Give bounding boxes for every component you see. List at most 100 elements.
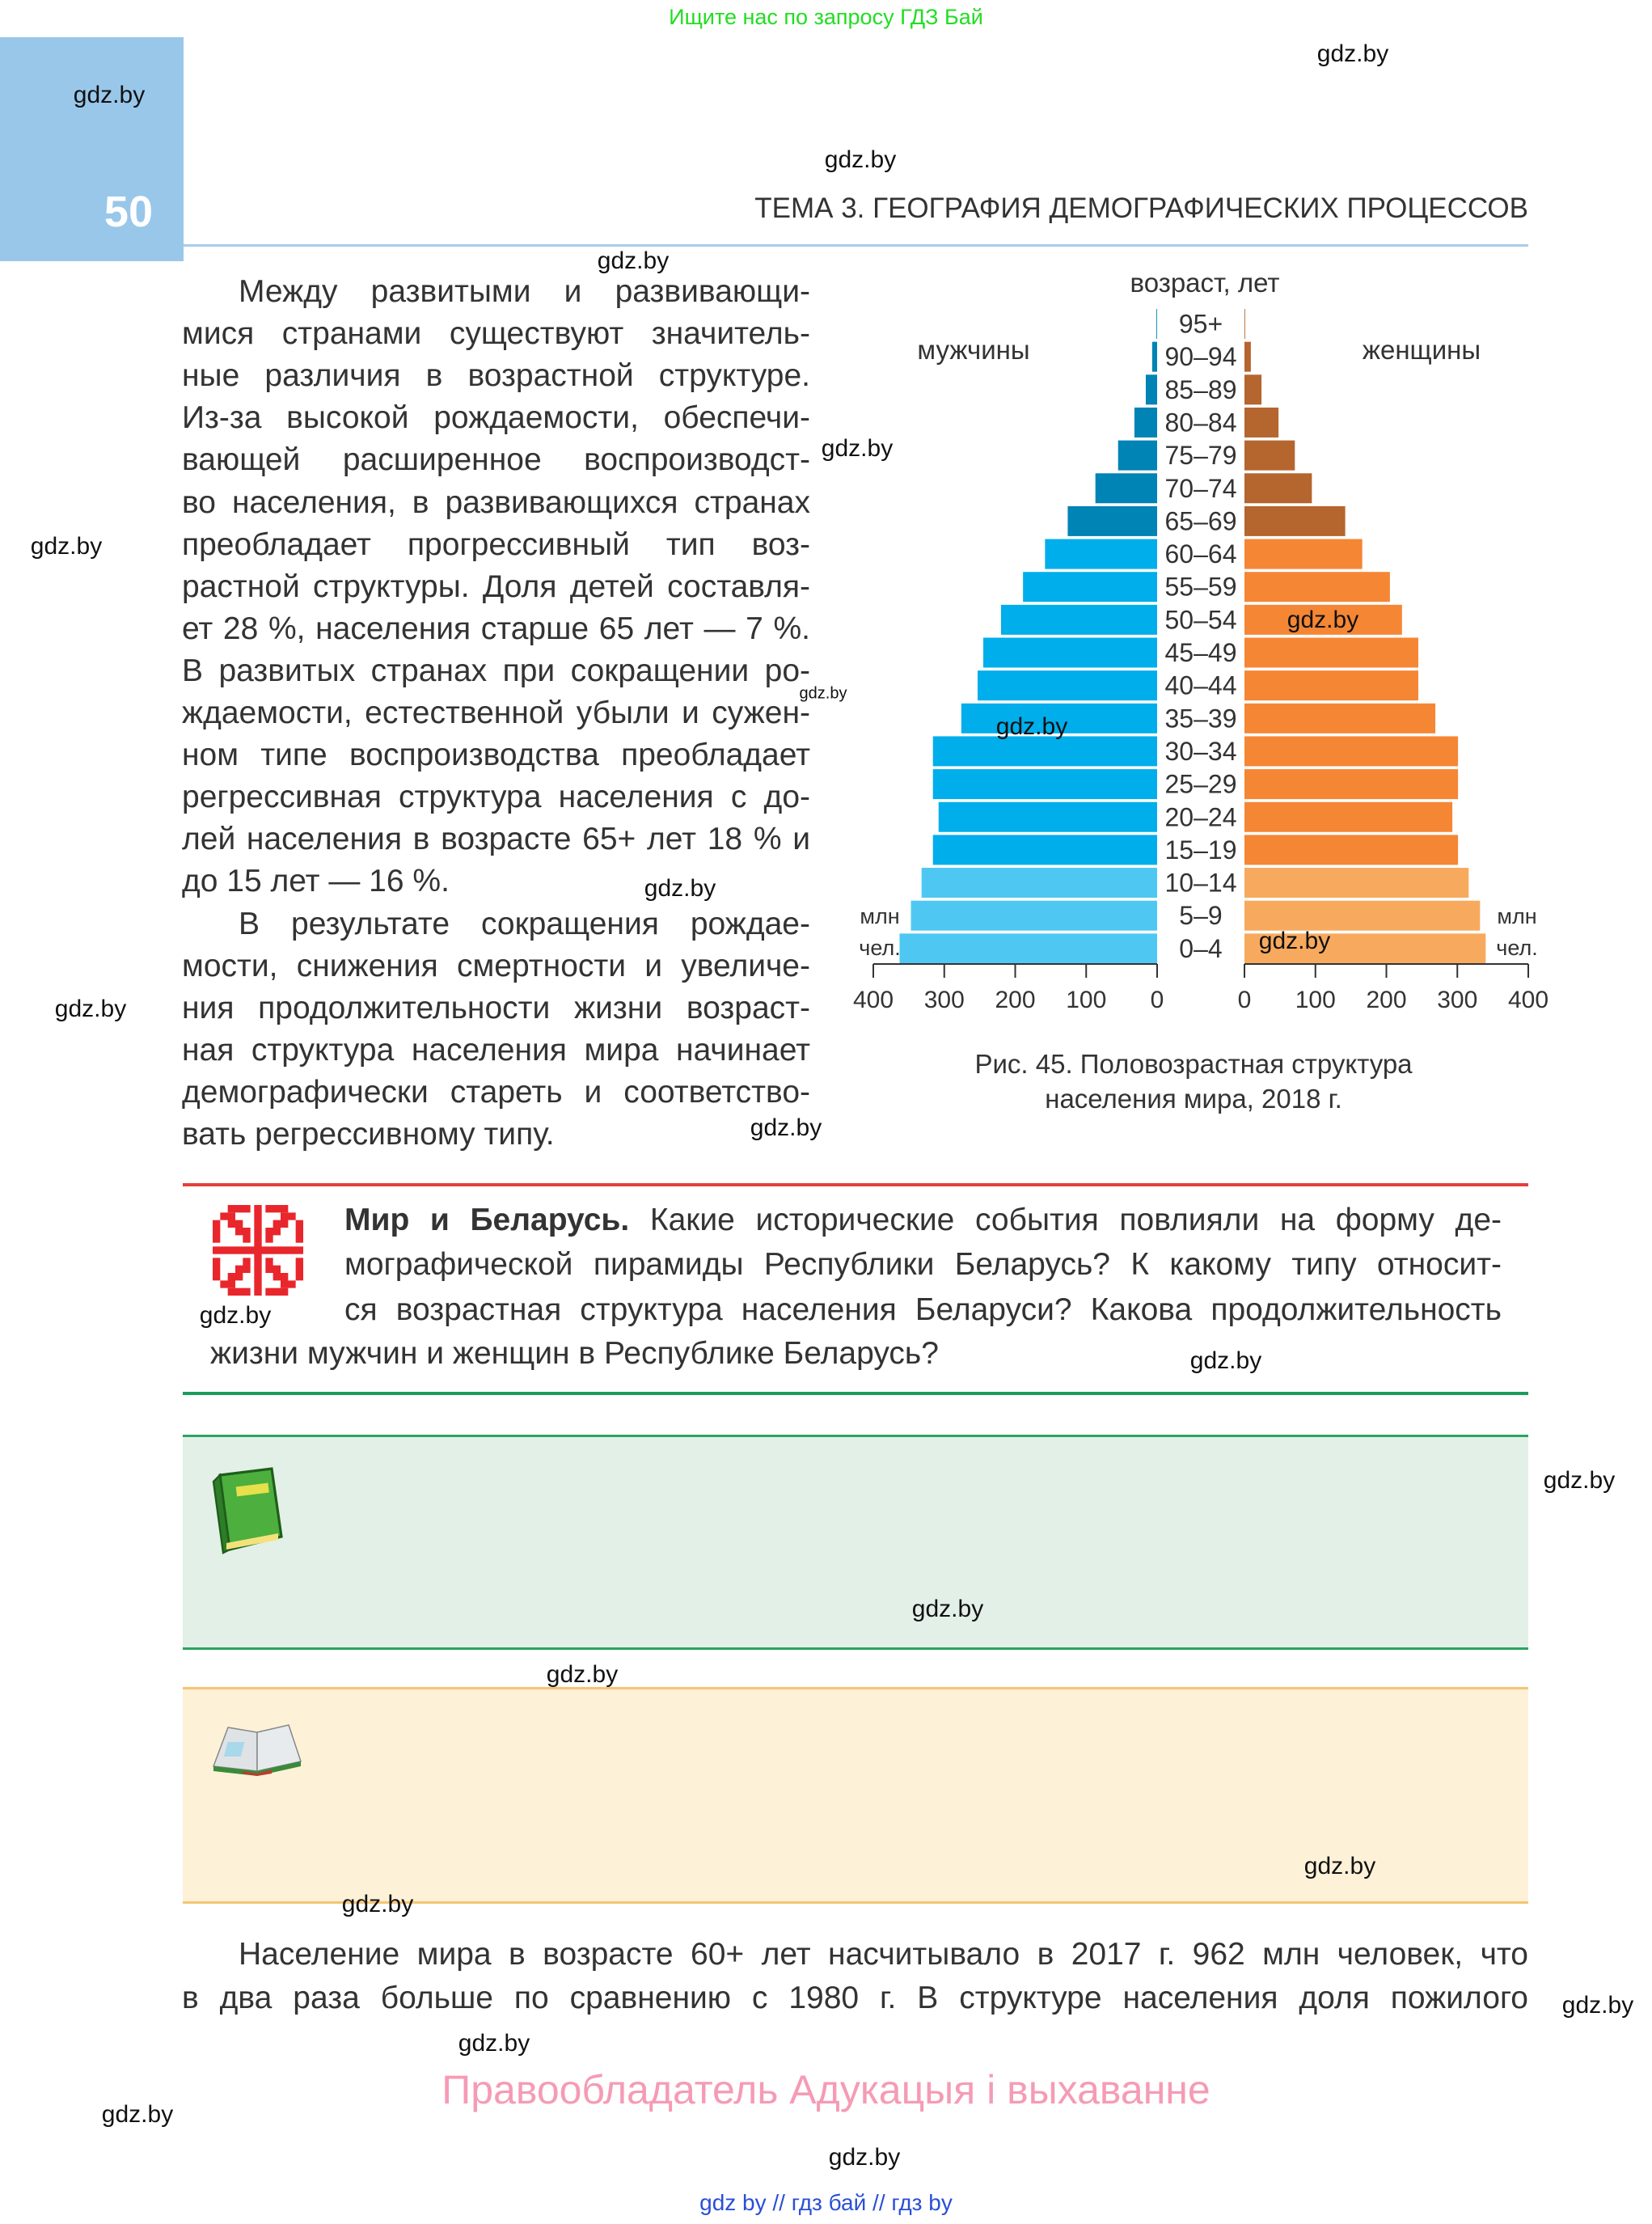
bar-female-5–9 xyxy=(1244,900,1481,931)
watermark: gdz.by xyxy=(199,1302,272,1329)
watermark: gdz.by xyxy=(341,1891,414,1917)
belarus-section-line: мографической пирамиды Республики Белару… xyxy=(344,1244,1502,1286)
bar-male-15–19 xyxy=(932,835,1157,865)
x-tick-label-female: 0 xyxy=(1238,987,1252,1013)
legend-male: мужчины xyxy=(917,335,1029,365)
age-group-label: 60–64 xyxy=(1165,539,1237,569)
bar-male-10–14 xyxy=(921,868,1157,898)
bar-male-35–39 xyxy=(961,703,1157,734)
age-group-label: 85–89 xyxy=(1165,375,1237,404)
bar-male-45–49 xyxy=(983,637,1157,668)
bar-female-15–19 xyxy=(1244,835,1459,865)
body-text-line: Население мира в возрасте 60+ лет насчит… xyxy=(239,1937,1528,1972)
body-text-line: ная структура населения мира начинает xyxy=(182,1032,810,1068)
bar-male-40–44 xyxy=(977,670,1157,701)
bar-male-20–24 xyxy=(938,801,1157,832)
unit-right-2: чел. xyxy=(1496,936,1537,960)
bar-female-75–79 xyxy=(1244,440,1295,471)
body-text-line: мися странами существуют значитель- xyxy=(182,316,810,352)
x-tick-label-male: 0 xyxy=(1151,987,1164,1013)
page-number-box: 50 xyxy=(0,37,184,261)
watermark: gdz.by xyxy=(644,875,716,902)
age-group-label: 35–39 xyxy=(1165,704,1237,733)
y-axis-label: возраст, лет xyxy=(1130,268,1280,298)
bar-female-10–14 xyxy=(1244,868,1469,898)
bar-female-20–24 xyxy=(1244,801,1453,832)
body-text-line: лей населения в возрасте 65+ лет 18 % и xyxy=(182,822,810,857)
definition-box xyxy=(183,1435,1528,1650)
x-tick-label-female: 300 xyxy=(1437,987,1477,1013)
body-text-line: Между развитыми и развивающи- xyxy=(239,274,810,309)
footer-links[interactable]: gdz by // гдз бай // гдз by xyxy=(699,2190,953,2215)
age-group-label: 30–34 xyxy=(1165,737,1237,766)
body-text-line: до 15 лет — 16 %. xyxy=(182,864,450,899)
watermark: gdz.by xyxy=(1303,1853,1376,1879)
body-text-line: во населения, в развивающихся странах xyxy=(182,484,810,520)
watermark: gdz.by xyxy=(101,2101,174,2128)
body-text-line: В развитых странах при сокращении ро- xyxy=(182,653,810,688)
belarusian-ornament-icon xyxy=(213,1205,303,1296)
age-group-label: 80–84 xyxy=(1165,408,1237,437)
age-group-label: 95+ xyxy=(1179,310,1223,339)
age-group-label: 45–49 xyxy=(1165,638,1237,667)
population-pyramid-chart: возраст, лет мужчины женщины млн чел. мл… xyxy=(853,268,1548,1114)
body-text-line: В результате сокращения рождае- xyxy=(239,906,810,941)
bar-female-40–44 xyxy=(1244,670,1418,701)
watermark: gdz.by xyxy=(995,713,1068,740)
watermark: gdz.by xyxy=(750,1114,822,1141)
chapter-header: ТЕМА 3. ГЕОГРАФИЯ ДЕМОГРАФИЧЕСКИХ ПРОЦЕС… xyxy=(754,192,1528,224)
body-text-line: ет 28 %, населения старше 65 лет — 7 %. xyxy=(182,611,810,646)
page-number: 50 xyxy=(104,188,153,236)
age-group-label: 55–59 xyxy=(1165,573,1237,602)
watermark: gdz.by xyxy=(1258,928,1331,954)
bar-female-0–4 xyxy=(1244,933,1486,964)
bar-male-75–79 xyxy=(1118,440,1157,471)
bar-male-90–94 xyxy=(1151,341,1157,372)
body-text-line: ждаемости, естественной убыли и сужен- xyxy=(182,696,810,730)
watermark: gdz.by xyxy=(1189,1347,1262,1374)
watermark: gdz.by xyxy=(828,2144,901,2171)
watermark: gdz.by xyxy=(821,435,894,462)
belarus-section-line: ся возрастная структура населения Белару… xyxy=(344,1289,1502,1331)
body-text-line: растной структуры. Доля детей составля- xyxy=(182,569,810,604)
watermark: gdz.by xyxy=(1561,1992,1634,2019)
bar-male-65–69 xyxy=(1067,505,1157,536)
watermark: gdz.by xyxy=(30,533,103,560)
bar-male-70–74 xyxy=(1095,473,1157,504)
line-text: мографической пирамиды Республики Белару… xyxy=(344,1247,1502,1282)
watermark: gdz.by xyxy=(1287,607,1359,633)
bar-female-65–69 xyxy=(1244,505,1346,536)
age-group-label: 65–69 xyxy=(1165,506,1237,535)
figure-caption-line-2: населения мира, 2018 г. xyxy=(1045,1084,1342,1114)
body-text-line: мости, снижения смертности и увеличе- xyxy=(182,948,810,983)
age-group-label: 40–44 xyxy=(1165,671,1237,700)
watermark: gdz.by xyxy=(824,146,897,173)
line-text: ся возрастная структура населения Белару… xyxy=(344,1292,1502,1327)
bar-male-55–59 xyxy=(1023,572,1157,603)
age-group-label: 50–54 xyxy=(1165,605,1237,634)
x-tick-label-female: 100 xyxy=(1295,987,1336,1013)
unit-left-2: чел. xyxy=(859,936,900,960)
age-group-label: 10–14 xyxy=(1165,869,1237,898)
line-text: жизни мужчин и женщин в Республике Белар… xyxy=(210,1336,939,1371)
age-group-label: 0–4 xyxy=(1179,934,1222,963)
watermark: gdz.by xyxy=(1316,40,1389,67)
body-text-line: демографически стареть и соответство- xyxy=(182,1074,810,1110)
age-group-label: 75–79 xyxy=(1165,441,1237,470)
x-tick-label-male: 300 xyxy=(924,987,965,1013)
bar-female-85–89 xyxy=(1244,374,1262,405)
bar-female-95+ xyxy=(1244,309,1245,339)
watermark: gdz.by xyxy=(458,2030,530,2057)
body-text-line: ния продолжительности жизни возраст- xyxy=(182,990,810,1025)
age-group-label: 5–9 xyxy=(1179,901,1222,930)
x-tick-label-male: 200 xyxy=(995,987,1035,1013)
watermark: gdz.by xyxy=(1543,1467,1616,1494)
age-group-label: 25–29 xyxy=(1165,770,1237,799)
bar-female-45–49 xyxy=(1244,637,1418,668)
bar-male-25–29 xyxy=(932,769,1157,800)
body-text-line: регрессивная структура населения с до- xyxy=(182,780,810,815)
age-group-label: 90–94 xyxy=(1165,342,1237,371)
x-tick-label-male: 100 xyxy=(1066,987,1106,1013)
header-divider xyxy=(184,244,1528,247)
bar-male-95+ xyxy=(1156,309,1157,339)
